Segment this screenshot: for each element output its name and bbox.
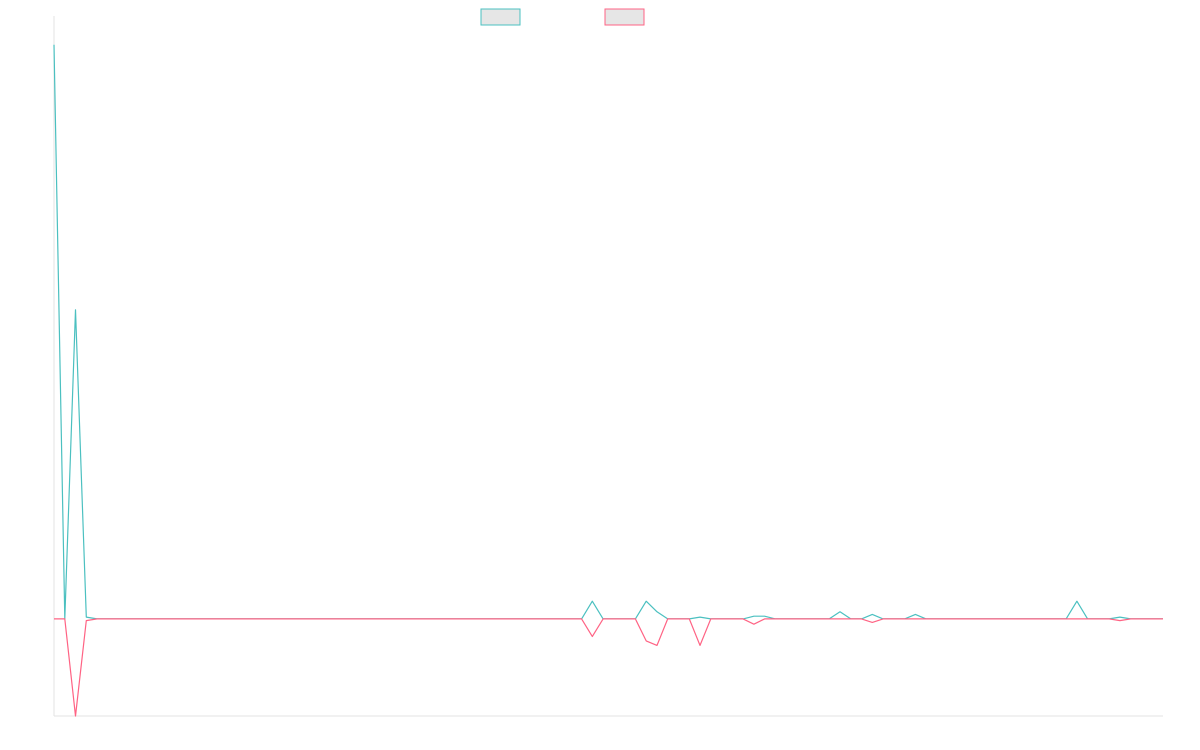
axes — [53, 16, 1163, 717]
legend-swatch-2 — [604, 8, 645, 26]
legend — [480, 8, 645, 26]
series-line-1 — [53, 44, 1163, 620]
series-layer — [53, 44, 1163, 717]
legend-swatch-1 — [480, 8, 521, 26]
series-line-2 — [54, 618, 1163, 717]
